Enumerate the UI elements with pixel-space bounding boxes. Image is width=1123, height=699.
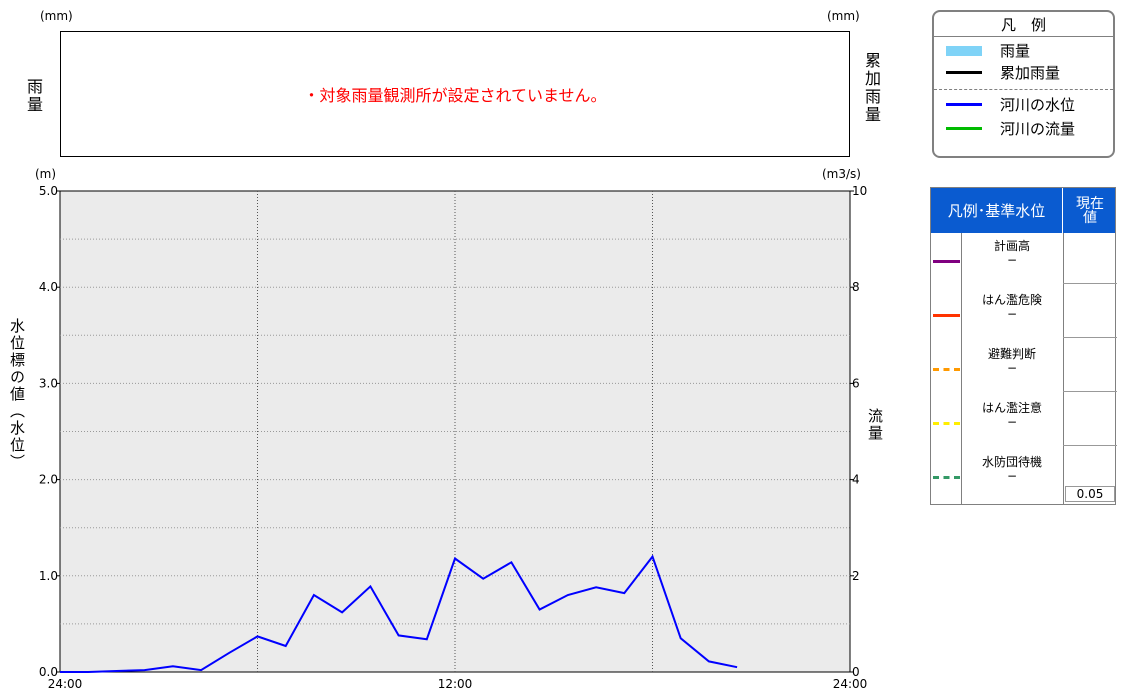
standard-level-label: はん濫注意 xyxy=(981,401,1042,415)
standard-level-value: − xyxy=(1006,253,1018,267)
standard-table-divider xyxy=(961,233,962,505)
legend-item-cumulative-rain: 累加雨量 xyxy=(934,62,1113,84)
standard-level-table: 凡例･基準水位 現在値 計画高 − はん濫危険 − 避難判断 − はん濫注意 − 水防団待機 −0… xyxy=(930,187,1117,505)
standard-level-swatch xyxy=(933,422,960,425)
legend-item-flow: 河川の流量 xyxy=(934,118,1113,140)
rain-swatch xyxy=(946,46,982,56)
standard-level-label: はん濫危険 xyxy=(981,293,1042,307)
current-value-header: 現在値 xyxy=(1076,195,1104,226)
standard-level-value: − xyxy=(1006,469,1018,483)
water-level-swatch xyxy=(946,103,982,106)
flow-unit: (m3/s) xyxy=(822,167,861,181)
y2-tick-label: 0 xyxy=(852,665,860,679)
legend-item-water-level: 河川の水位 xyxy=(934,94,1113,116)
current-value-cell xyxy=(1063,375,1117,392)
standard-level-label: 計画高 xyxy=(993,239,1030,253)
standard-table-header: 凡例･基準水位 現在値 xyxy=(931,188,1115,233)
x-tick-label: 12:00 xyxy=(438,677,473,691)
standard-table-header-value: 現在値 xyxy=(1063,188,1117,233)
rain-left-unit: (mm) xyxy=(40,9,73,23)
y-tick-label: 3.0 xyxy=(39,376,58,390)
current-value-cell: 0.05 xyxy=(1065,486,1115,502)
y2-tick-label: 2 xyxy=(852,569,860,583)
rain-right-unit: (mm) xyxy=(827,9,860,23)
flow-axis-label: 流量 xyxy=(866,408,884,442)
y2-tick-label: 8 xyxy=(852,280,860,294)
legend-divider xyxy=(934,89,1113,90)
rain-panel: ・対象雨量観測所が設定されていません。 xyxy=(60,31,850,157)
standard-level-row: はん濫注意 − xyxy=(931,395,1117,449)
standard-level-value: − xyxy=(1006,361,1018,375)
y-tick-label: 0.0 xyxy=(39,665,58,679)
legend-label: 累加雨量 xyxy=(1000,64,1061,82)
y-tick-label: 4.0 xyxy=(39,280,58,294)
y-tick-label: 5.0 xyxy=(39,184,58,198)
y2-tick-label: 10 xyxy=(852,184,867,198)
cumulative-rain-axis-label: 累加雨量 xyxy=(862,52,881,124)
rain-axis-label: 雨量 xyxy=(24,78,43,114)
current-value-cell xyxy=(1063,321,1117,338)
standard-level-row: 水防団待機 −0.05 xyxy=(931,449,1115,503)
standard-level-label: 避難判断 xyxy=(987,347,1036,361)
standard-level-swatch xyxy=(933,368,960,371)
standard-level-swatch xyxy=(933,260,960,263)
standard-level-row: 避難判断 − xyxy=(931,341,1117,395)
y2-tick-label: 6 xyxy=(852,376,860,390)
y-tick-label: 2.0 xyxy=(39,473,58,487)
y2-tick-label: 4 xyxy=(852,473,860,487)
water-level-unit: (m) xyxy=(35,167,57,181)
legend-item-rain: 雨量 xyxy=(934,40,1113,62)
current-value-cell xyxy=(1063,429,1117,446)
cumulative-rain-swatch xyxy=(946,71,982,74)
flow-swatch xyxy=(946,127,982,130)
legend-label: 河川の水位 xyxy=(1000,96,1076,114)
standard-table-header-label: 凡例･基準水位 xyxy=(931,188,1063,233)
standard-level-label: 水防団待機 xyxy=(981,455,1042,469)
water-level-axis-label: 水位標の値（水位） xyxy=(8,318,26,471)
legend-title-divider xyxy=(934,36,1113,37)
standard-level-name: 計画高 − xyxy=(961,239,1063,267)
standard-level-value: − xyxy=(1006,307,1018,321)
standard-level-row: 計画高 − xyxy=(931,233,1117,287)
x-tick-label: 24:00 xyxy=(833,677,868,691)
standard-level-name: はん濫注意 − xyxy=(961,401,1063,429)
no-station-message: ・対象雨量観測所が設定されていません。 xyxy=(303,86,607,105)
standard-level-name: はん濫危険 − xyxy=(961,293,1063,321)
standard-level-name: 水防団待機 − xyxy=(961,455,1063,483)
standard-level-value: − xyxy=(1006,415,1018,429)
legend-label: 河川の流量 xyxy=(1000,120,1076,138)
current-value-cell xyxy=(1063,267,1117,284)
standard-level-name: 避難判断 − xyxy=(961,347,1063,375)
legend-label: 雨量 xyxy=(1000,42,1031,60)
standard-level-row: はん濫危険 − xyxy=(931,287,1117,341)
x-tick-label: 24:00 xyxy=(48,677,83,691)
standard-level-swatch xyxy=(933,476,960,479)
legend: 凡 例 雨量 累加雨量 河川の水位 河川の流量 xyxy=(932,10,1115,158)
water-level-series-line xyxy=(60,554,738,673)
standard-level-swatch xyxy=(933,314,960,317)
legend-title: 凡 例 xyxy=(1000,16,1046,34)
standard-table-divider xyxy=(1063,233,1064,505)
y-tick-label: 1.0 xyxy=(39,569,58,583)
